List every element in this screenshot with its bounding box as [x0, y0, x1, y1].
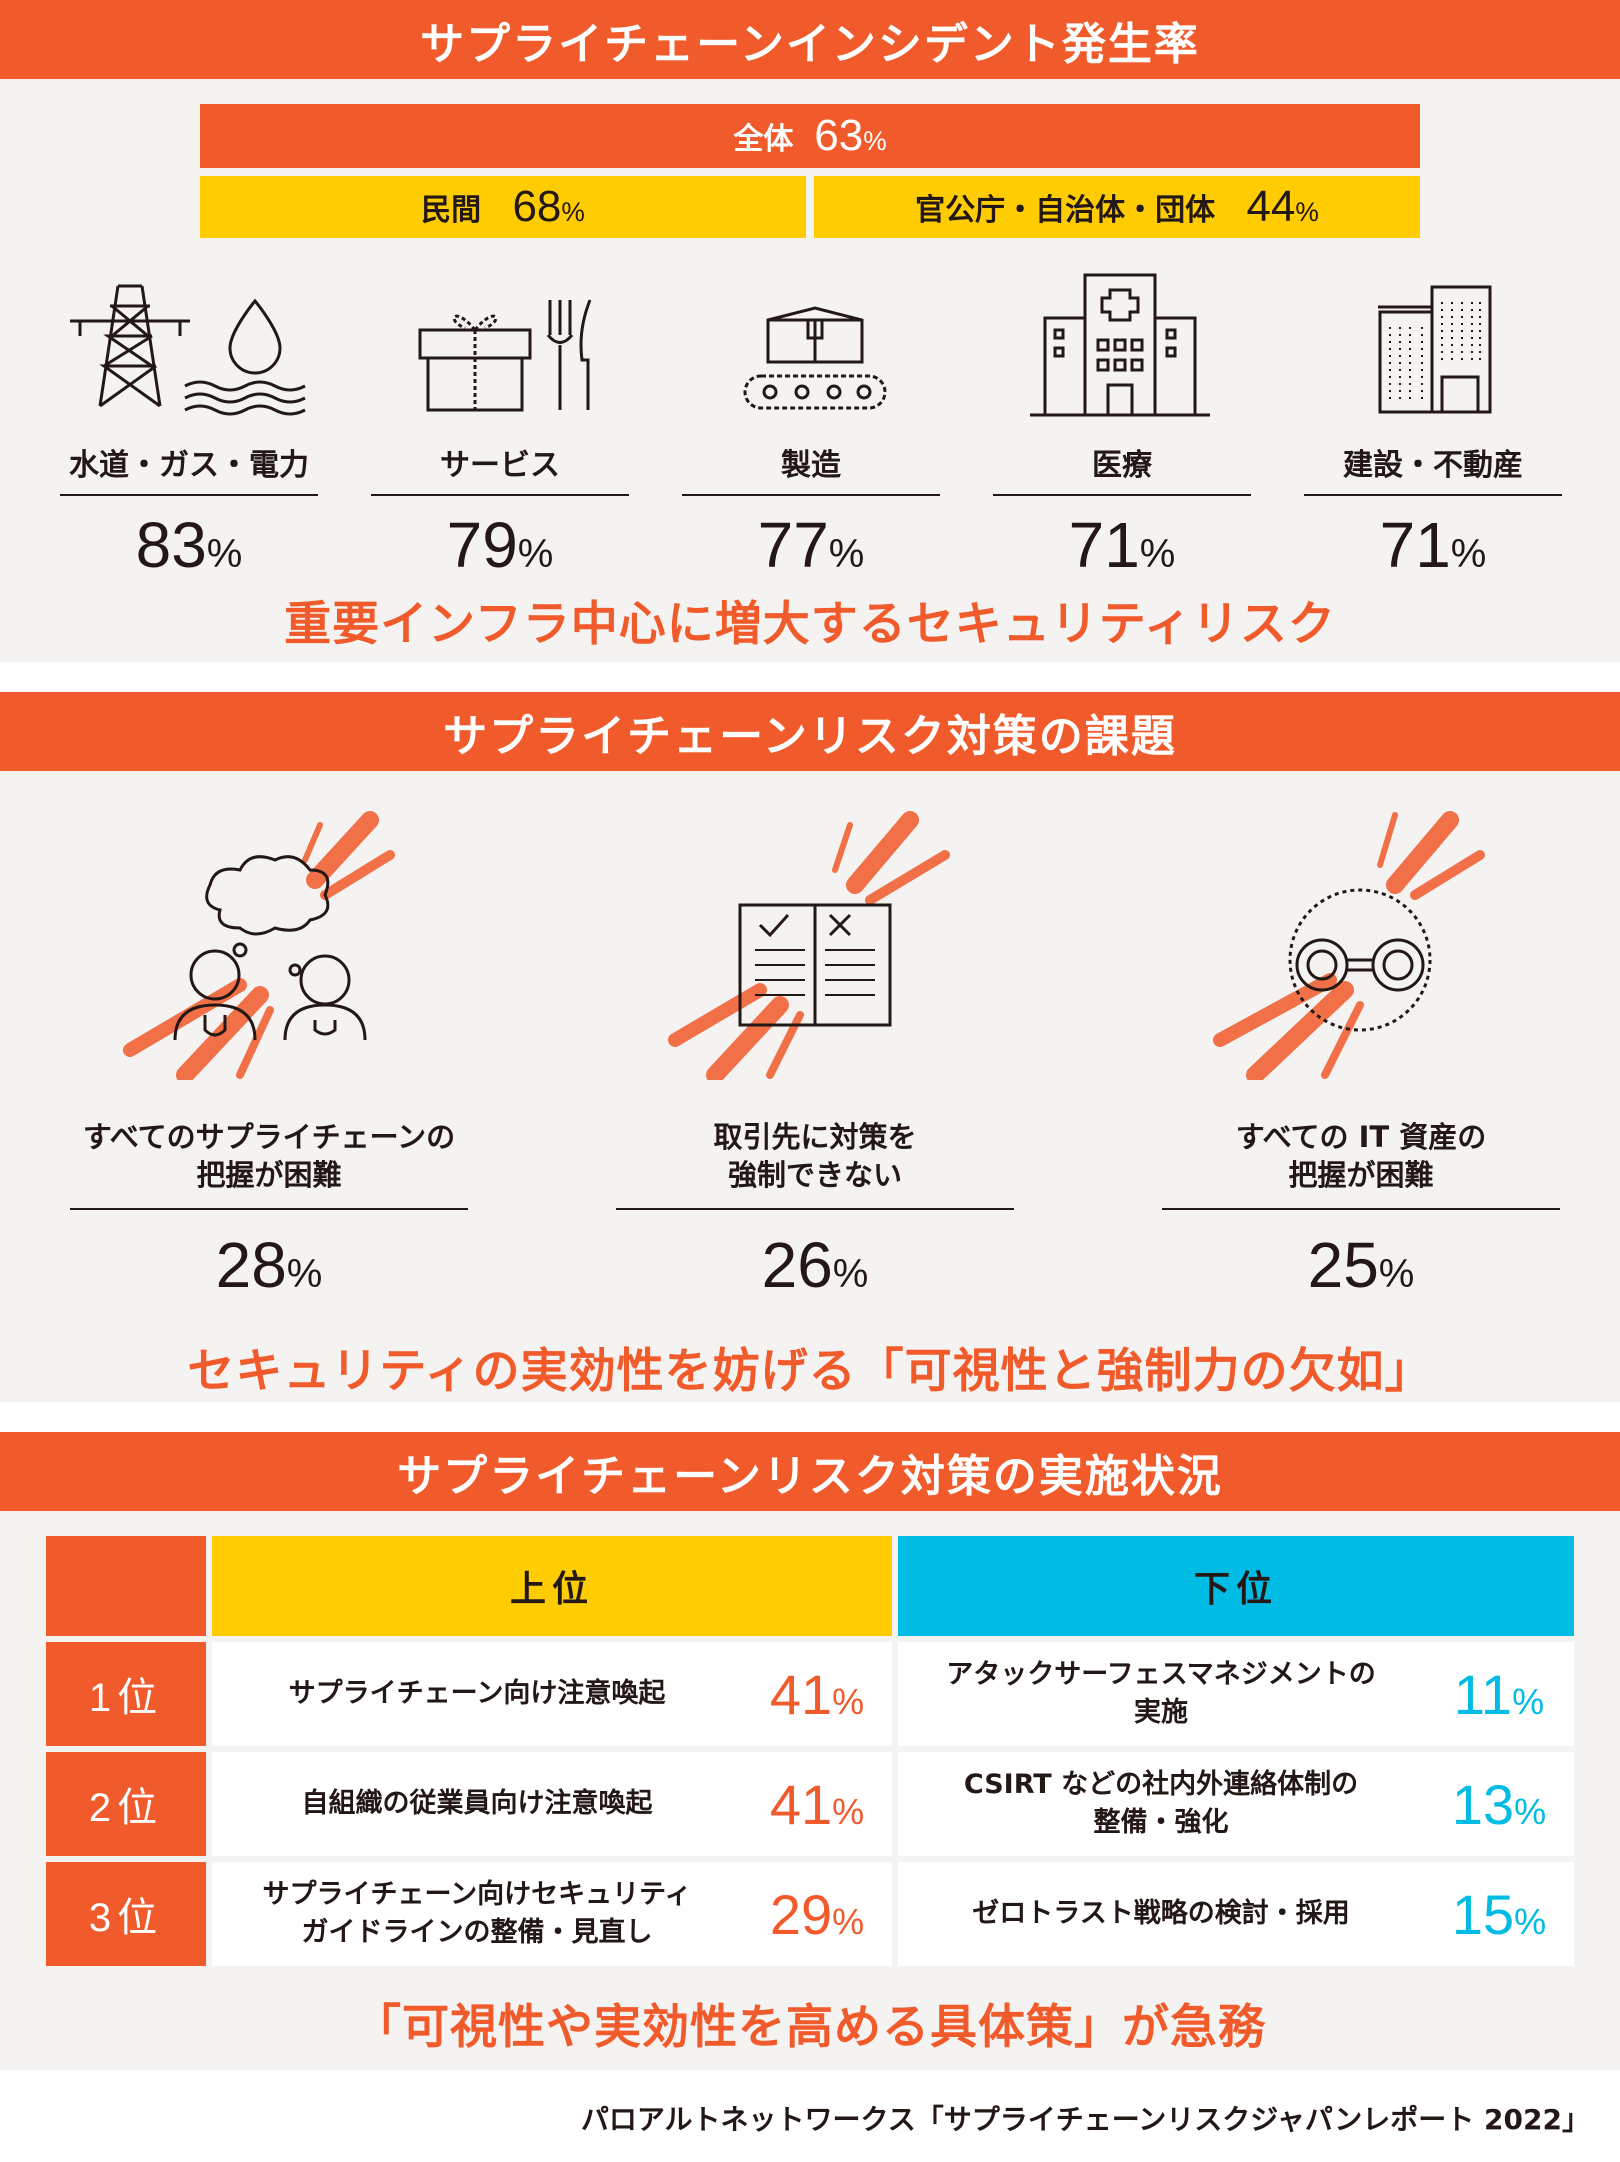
industry-value: 77% [757, 509, 865, 581]
item-value: 41% [769, 1662, 865, 1726]
checklist-book-icon [668, 811, 950, 1080]
rank-2: 2位 [46, 1752, 206, 1856]
section3-tagline: 「可視性や実効性を高める具体策」が急務 [354, 2000, 1266, 2055]
item-value: 29% [769, 1882, 865, 1946]
overall-label: 全体 [733, 122, 794, 157]
binoculars-icon [1213, 811, 1485, 1080]
section-status [0, 1432, 1620, 2070]
challenge-value: 25% [1307, 1229, 1415, 1301]
section3-title: サプライチェーンリスク対策の実施状況 [0, 1432, 1620, 1511]
bottom-item-3: ゼロトラスト戦略の検討・採用 15% [898, 1862, 1574, 1966]
hospital-icon [1030, 273, 1210, 417]
item-text: アタックサーフェスマネジメントの 実施 [946, 1659, 1376, 1728]
buildings-icon [1378, 285, 1492, 414]
challenge-value: 26% [761, 1229, 869, 1301]
section2-tagline: セキュリティの実効性を妨げる「可視性と強制力の欠如」 [187, 1344, 1433, 1399]
challenge-supply-chain: すべてのサプライチェーンの 把握が困難 28% [70, 1118, 468, 1302]
industry-utilities: 水道・ガス・電力 83% [60, 440, 318, 582]
industry-value: 71% [1068, 509, 1176, 581]
item-text: CSIRT などの社内外連絡体制の 整備・強化 [963, 1769, 1359, 1838]
bottom-item-2: CSIRT などの社内外連絡体制の 整備・強化 13% [898, 1752, 1574, 1856]
overall-bar: 全体 63% [200, 104, 1420, 168]
source-note: パロアルトネットワークス「サプライチェーンリスクジャパンレポート 2022」 [580, 2103, 1590, 2136]
top-item-3: サプライチェーン向けセキュリティ ガイドラインの整備・見直し 29% [212, 1862, 892, 1966]
section1-tagline: 重要インフラ中心に増大するセキュリティリスク [284, 597, 1336, 652]
challenge-value: 28% [215, 1229, 323, 1301]
power-water-icon [70, 284, 306, 416]
gift-cutlery-icon [418, 299, 592, 412]
private-label: 民間 [421, 193, 482, 228]
top-item-1: サプライチェーン向け注意喚起 41% [212, 1642, 892, 1746]
challenge-label: すべての IT 資産の 把握が困難 [1162, 1118, 1560, 1210]
industry-value: 71% [1379, 509, 1487, 581]
industry-medical: 医療 71% [993, 440, 1251, 582]
industry-label: 水道・ガス・電力 [60, 440, 318, 496]
section1-title: サプライチェーンインシデント発生率 [0, 0, 1620, 79]
public-value: 44% [1246, 182, 1319, 231]
item-text: サプライチェーン向けセキュリティ ガイドラインの整備・見直し [262, 1879, 692, 1948]
people-thought-icon [123, 811, 395, 1080]
overall-value: 63% [814, 111, 887, 160]
challenge-label: すべてのサプライチェーンの 把握が困難 [70, 1118, 468, 1210]
bottom-header: 下位 [898, 1536, 1574, 1636]
rank-1: 1位 [46, 1642, 206, 1746]
public-label: 官公庁・自治体・団体 [915, 193, 1216, 228]
industry-label: 製造 [682, 440, 940, 496]
industry-value: 79% [446, 509, 554, 581]
industry-construction: 建設・不動産 71% [1304, 440, 1562, 582]
item-value: 15% [1451, 1882, 1547, 1946]
item-value: 41% [769, 1772, 865, 1836]
top-item-2: 自組織の従業員向け注意喚起 41% [212, 1752, 892, 1856]
rank-3: 3位 [46, 1862, 206, 1966]
table-corner [46, 1536, 206, 1636]
item-text: サプライチェーン向け注意喚起 [288, 1678, 666, 1709]
item-value: 13% [1451, 1772, 1547, 1836]
challenge-it-assets: すべての IT 資産の 把握が困難 25% [1162, 1118, 1560, 1302]
private-bar: 民間 68% [200, 176, 806, 238]
challenge-enforce: 取引先に対策を 強制できない 26% [616, 1118, 1014, 1302]
item-value: 11% [1453, 1662, 1545, 1726]
conveyor-box-icon [743, 306, 887, 410]
public-bar: 官公庁・自治体・団体 44% [814, 176, 1420, 238]
challenge-label: 取引先に対策を 強制できない [616, 1118, 1014, 1210]
top-header: 上位 [212, 1536, 892, 1636]
industry-label: 医療 [993, 440, 1251, 496]
industry-label: 建設・不動産 [1304, 440, 1562, 496]
private-value: 68% [512, 182, 585, 231]
section-challenges [0, 692, 1620, 1402]
item-text: ゼロトラスト戦略の検討・採用 [972, 1898, 1350, 1929]
bottom-item-1: アタックサーフェスマネジメントの 実施 11% [898, 1642, 1574, 1746]
industry-service: サービス 79% [371, 440, 629, 582]
section2-title: サプライチェーンリスク対策の課題 [0, 692, 1620, 771]
industry-value: 83% [135, 509, 243, 581]
industry-manufacturing: 製造 77% [682, 440, 940, 582]
industry-label: サービス [371, 440, 629, 496]
item-text: 自組織の従業員向け注意喚起 [301, 1788, 653, 1819]
